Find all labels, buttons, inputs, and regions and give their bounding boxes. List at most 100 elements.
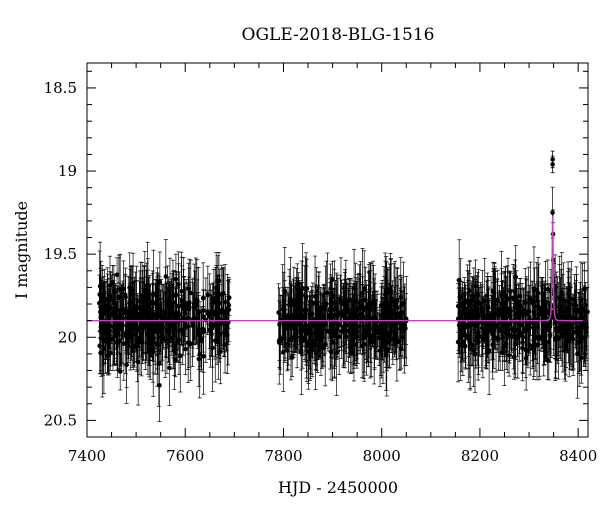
data-point — [476, 299, 481, 305]
data-point — [540, 326, 546, 331]
data-point — [465, 300, 470, 305]
data-point — [167, 301, 172, 307]
data-point — [490, 331, 495, 337]
data-point — [143, 297, 149, 303]
data-point — [209, 332, 214, 337]
data-point — [552, 337, 558, 342]
data-point — [497, 320, 502, 326]
data-point — [398, 323, 404, 329]
data-point — [327, 329, 333, 335]
data-point — [283, 321, 289, 326]
data-point — [517, 333, 523, 338]
data-point — [308, 332, 314, 337]
data-point — [526, 308, 531, 314]
data-point — [570, 336, 576, 342]
data-point — [373, 325, 379, 331]
data-point — [387, 288, 393, 293]
data-point — [105, 353, 111, 358]
data-point — [185, 340, 191, 345]
data-point — [560, 315, 565, 320]
data-point — [181, 316, 186, 321]
data-point — [166, 320, 171, 326]
data-point — [119, 322, 125, 328]
data-point — [401, 327, 407, 333]
data-point — [535, 298, 540, 303]
data-point — [538, 312, 544, 317]
data-point — [468, 320, 474, 326]
data-point — [176, 282, 181, 287]
data-point — [568, 296, 574, 302]
data-point — [124, 362, 129, 368]
data-point — [328, 349, 334, 355]
data-point — [150, 299, 155, 305]
data-point — [385, 346, 390, 352]
data-point — [354, 308, 360, 313]
data-point — [534, 287, 540, 293]
data-point — [361, 286, 367, 291]
data-point — [559, 290, 565, 295]
data-point — [351, 334, 356, 340]
data-point — [388, 299, 394, 305]
data-point — [281, 303, 286, 308]
data-point — [284, 348, 290, 353]
data-point — [155, 302, 160, 308]
data-point — [163, 274, 169, 279]
data-point — [225, 320, 231, 325]
data-point — [294, 320, 300, 326]
data-point — [379, 324, 384, 330]
data-point — [130, 306, 135, 311]
data-point — [181, 301, 187, 306]
data-point — [540, 306, 546, 312]
data-point — [197, 351, 203, 357]
data-point — [121, 341, 127, 346]
data-point — [141, 309, 146, 315]
data-point — [513, 274, 519, 280]
data-point — [479, 308, 484, 314]
data-point — [566, 338, 572, 344]
data-point — [201, 353, 206, 359]
data-point — [583, 319, 588, 324]
data-point — [225, 306, 230, 312]
data-point — [126, 315, 132, 320]
data-point — [99, 303, 104, 308]
data-point — [114, 326, 120, 331]
data-point — [344, 303, 350, 309]
data-point — [157, 383, 162, 388]
data-point — [390, 336, 396, 342]
data-point — [361, 327, 367, 333]
season-3-points — [455, 186, 590, 399]
data-point — [306, 339, 311, 345]
data-point — [516, 307, 522, 312]
data-point — [298, 333, 304, 339]
data-point — [504, 330, 509, 335]
data-point — [323, 321, 328, 327]
data-point — [112, 289, 117, 295]
data-point — [462, 321, 467, 326]
data-point — [533, 334, 538, 340]
data-point — [314, 302, 319, 308]
data-point — [175, 311, 181, 317]
data-point — [151, 339, 156, 345]
data-point — [570, 332, 575, 337]
data-point — [318, 328, 323, 334]
data-point — [579, 315, 585, 321]
data-point — [381, 305, 387, 310]
data-point — [145, 302, 151, 307]
data-point — [134, 310, 139, 316]
data-point — [103, 325, 108, 330]
data-point — [293, 310, 299, 316]
data-point — [376, 335, 382, 341]
data-point — [386, 335, 392, 340]
data-point — [550, 210, 555, 215]
data-point — [366, 323, 371, 329]
data-point — [582, 325, 587, 331]
data-point — [140, 321, 146, 327]
data-point — [358, 311, 363, 317]
data-point — [156, 361, 162, 366]
season-1-points — [97, 239, 232, 422]
data-point — [186, 286, 191, 291]
data-point — [535, 316, 541, 321]
data-point — [171, 344, 177, 349]
data-point — [341, 314, 347, 319]
